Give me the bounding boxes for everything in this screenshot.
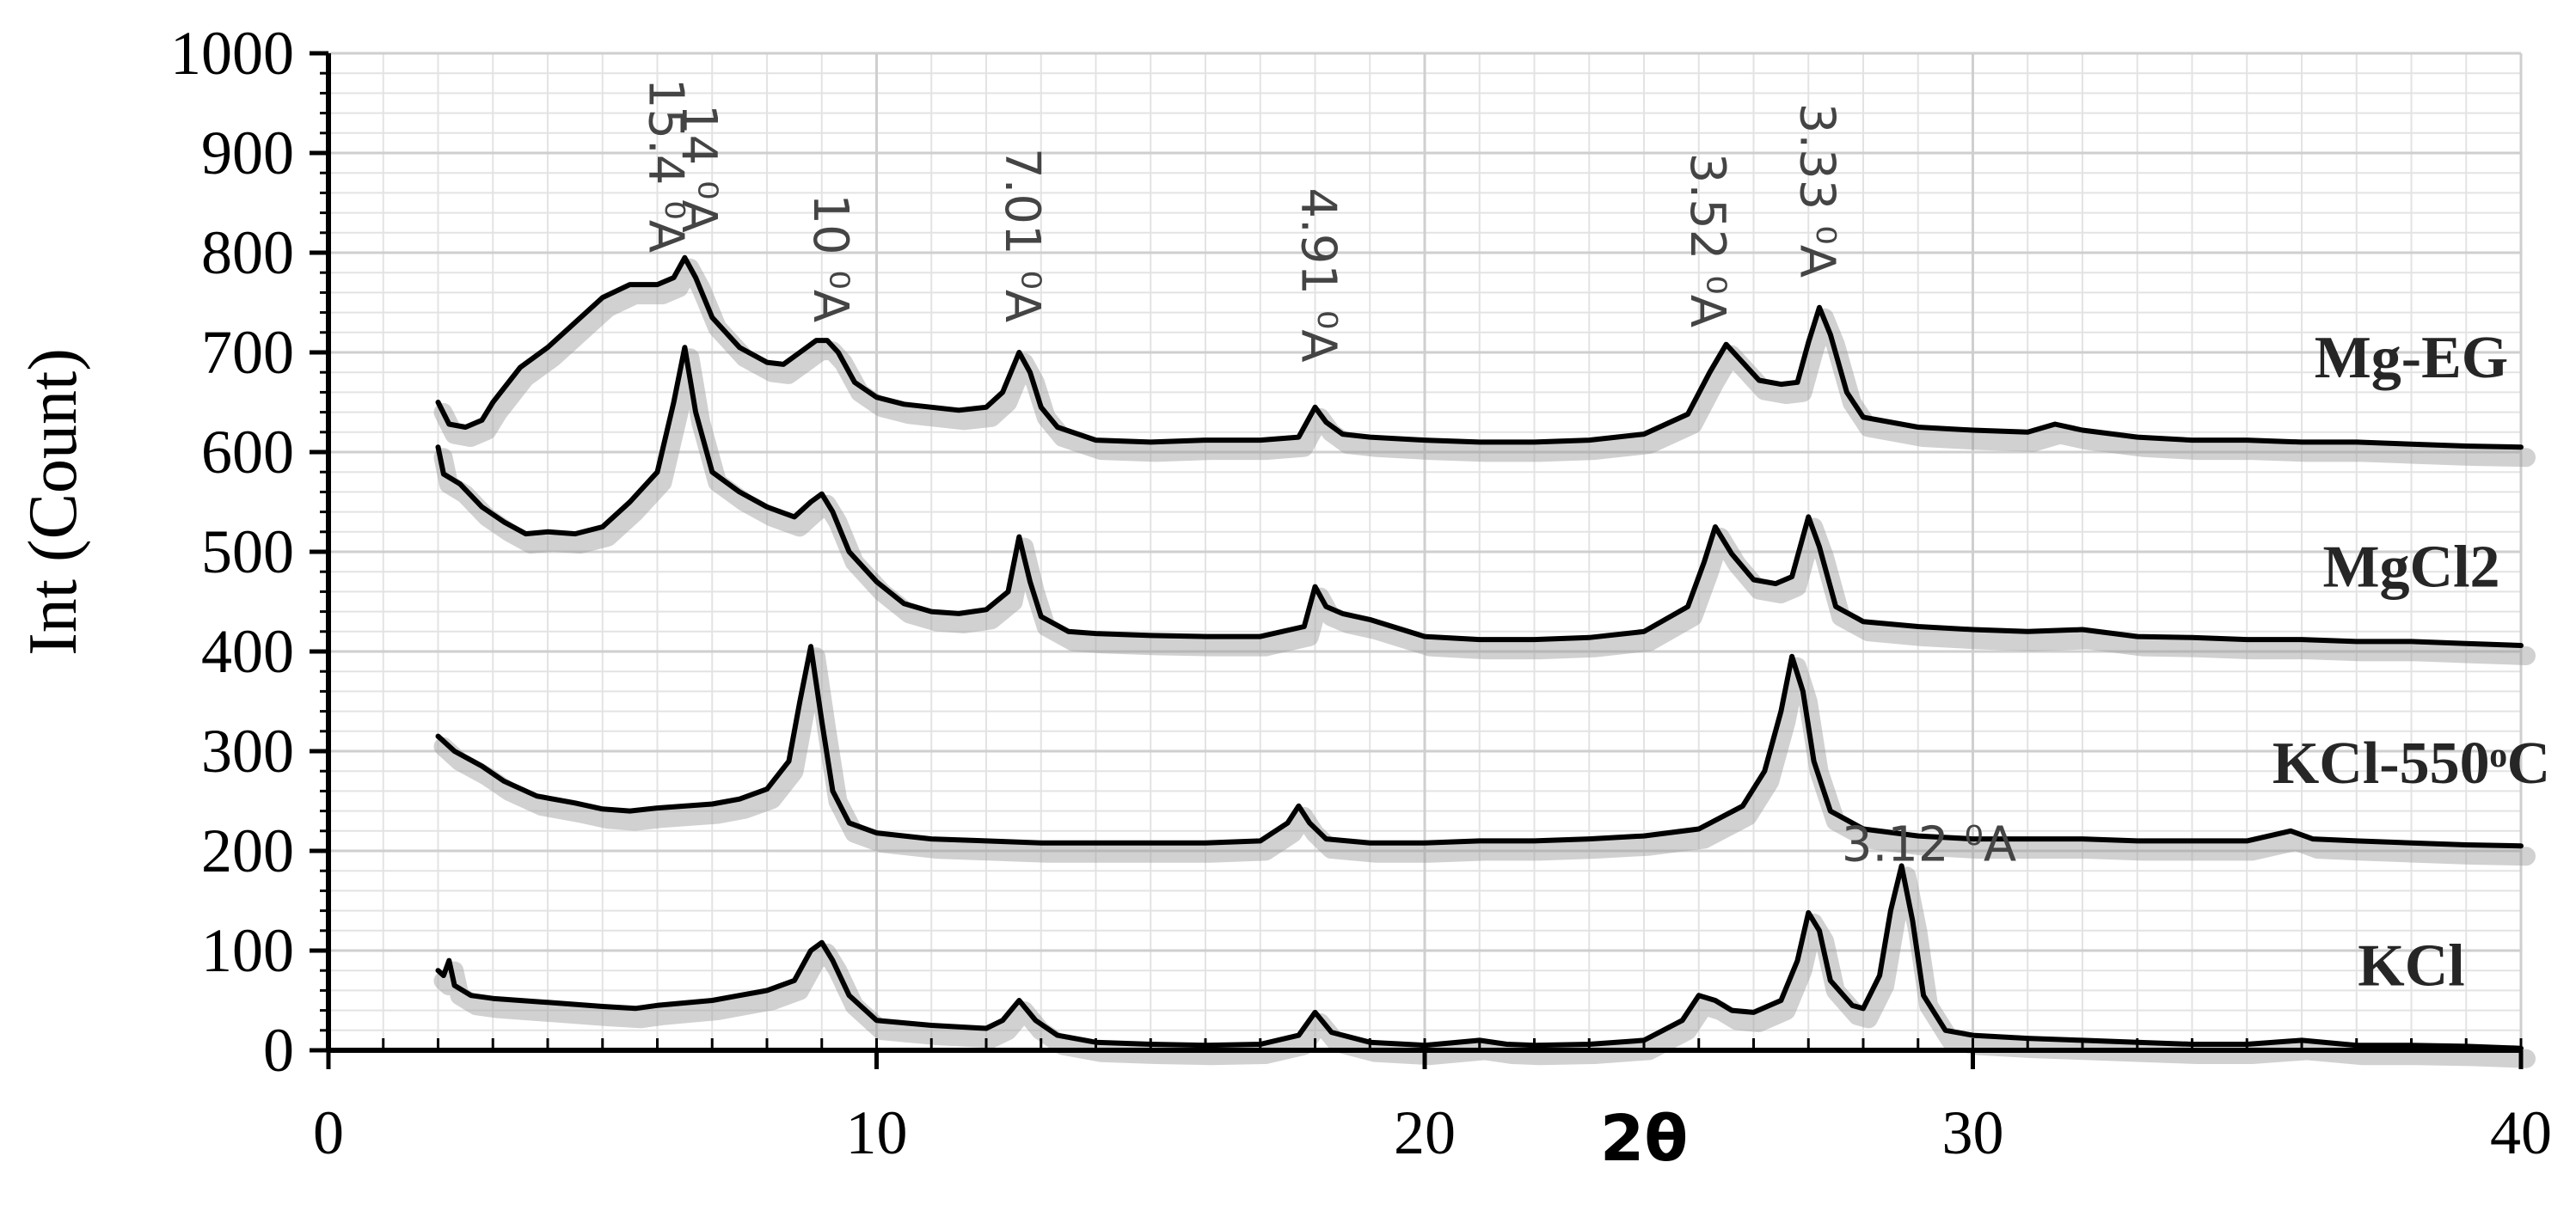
series-group (433, 254, 2536, 1068)
peak-label: 10 ⁰A (802, 193, 858, 322)
series-line-mgcl2 (435, 345, 2524, 648)
series-label-mgcl2: MgCl2 (2322, 535, 2499, 601)
y-tick-label: 300 (201, 717, 294, 786)
y-tick-label: 0 (263, 1016, 294, 1085)
x-tick-label: 40 (2490, 1098, 2552, 1167)
x-tick-label: 0 (313, 1098, 344, 1167)
x-axis-label: 2θ (1600, 1102, 1688, 1176)
series-label-kcl: KCl (2358, 933, 2464, 1000)
series-shadow-kcl-550-c (433, 647, 2536, 866)
peak-label: 3.33 ⁰A (1788, 103, 1844, 278)
peak-label: 3.12 ⁰A (1842, 817, 2016, 873)
y-tick-label: 900 (201, 119, 294, 187)
peak-label: 3.52 ⁰A (1679, 153, 1735, 327)
y-tick-label: 200 (201, 817, 294, 885)
y-tick-label: 100 (201, 916, 294, 985)
series-line-kcl (435, 863, 2524, 1051)
y-tick-label: 500 (201, 517, 294, 586)
series-label-kcl-550-c: KCl-550ᵒC (2272, 731, 2550, 797)
axes (310, 51, 2524, 1069)
peak-label: 15.4 ⁰A (638, 78, 694, 253)
y-tick-label: 700 (201, 318, 294, 387)
peak-label: 7.01 ⁰A (994, 148, 1050, 322)
x-tick-label: 20 (1394, 1098, 1456, 1167)
series-label-mg-eg: Mg-EG (2315, 325, 2509, 391)
labels: Mg-EGMgCl2KCl-550ᵒCKCl010020030040050060… (15, 19, 2552, 1176)
series-line-mg-eg (435, 254, 2524, 450)
y-tick-label: 1000 (170, 19, 294, 88)
series-shadow-mg-eg (433, 258, 2536, 468)
series-line-kcl-550-c (435, 644, 2524, 849)
x-tick-label: 30 (1942, 1098, 2004, 1167)
series-shadow-kcl (433, 866, 2536, 1068)
series-shadow-mgcl2 (433, 348, 2536, 665)
x-tick-label: 10 (846, 1098, 908, 1167)
y-axis-label: Int (Count) (15, 348, 91, 656)
peak-label: 4.91 ⁰A (1290, 187, 1346, 362)
y-tick-label: 600 (201, 418, 294, 486)
peak-label: 14 ⁰A (671, 104, 727, 233)
y-tick-label: 800 (201, 218, 294, 287)
y-tick-label: 400 (201, 617, 294, 686)
